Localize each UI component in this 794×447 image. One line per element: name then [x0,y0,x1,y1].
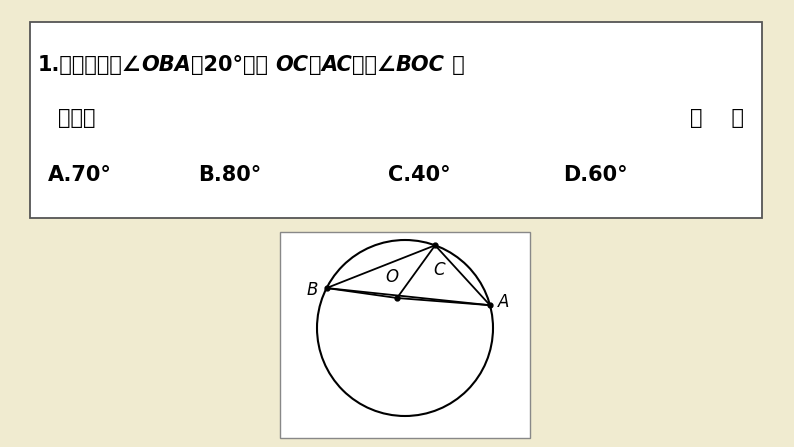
Text: C.40°: C.40° [388,165,451,185]
Text: AC: AC [322,55,352,75]
Text: BOC: BOC [396,55,445,75]
Text: ，则∠: ，则∠ [352,55,396,75]
Text: D.60°: D.60° [563,165,627,185]
Text: 1.如图，已知∠: 1.如图，已知∠ [38,55,141,75]
Text: OC: OC [276,55,309,75]
Text: $\mathit{O}$: $\mathit{O}$ [385,268,399,286]
Text: A.70°: A.70° [48,165,112,185]
Text: B.80°: B.80° [198,165,261,185]
Bar [280,232,530,438]
Text: $\mathit{B}$: $\mathit{B}$ [306,281,318,299]
Text: $\mathit{A}$: $\mathit{A}$ [497,293,511,311]
Text: 度数是: 度数是 [58,108,95,128]
Text: ＝: ＝ [309,55,322,75]
Text: OBA: OBA [141,55,191,75]
Bar [30,22,762,218]
Text: $\mathit{C}$: $\mathit{C}$ [434,261,447,279]
Text: 的: 的 [445,55,464,75]
Text: （    ）: （ ） [690,108,744,128]
Text: ＝20°，且: ＝20°，且 [191,55,276,75]
